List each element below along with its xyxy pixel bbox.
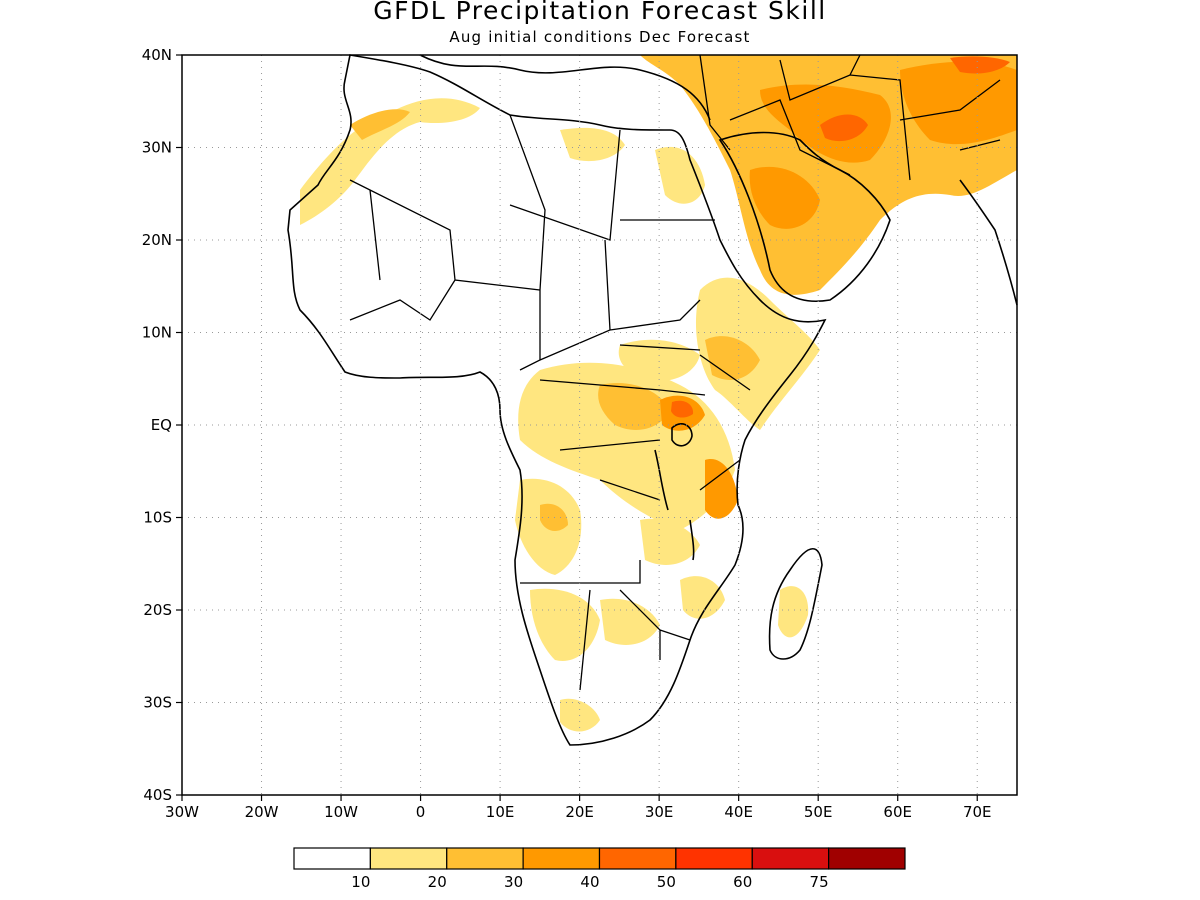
lat-tick-label: 30N (142, 139, 172, 157)
legend-break-label: 75 (810, 873, 829, 891)
lat-tick-label: 40S (143, 786, 172, 804)
lake-malawi (689, 519, 695, 561)
lon-tick-label: 10E (486, 803, 515, 821)
skill-patch-lakes (598, 382, 670, 430)
country-borders (349, 114, 751, 691)
india-coastline (959, 179, 1018, 306)
lat-tick-label: 40N (142, 46, 172, 64)
skill-patch-morocco (350, 109, 410, 140)
legend-swatch (369, 847, 448, 870)
skill-patch-tanzania (705, 459, 738, 519)
lat-tick-label: 20N (142, 231, 172, 249)
legend-swatch (598, 847, 677, 870)
map-subtitle: Aug initial conditions Dec Forecast (449, 28, 751, 46)
africa-coastline (287, 54, 827, 746)
skill-patch-victoria (671, 400, 694, 418)
lake-tanganyika (654, 449, 669, 511)
lat-tick-label: 30S (143, 694, 172, 712)
skill-patch-ethiopia (705, 336, 760, 380)
skill-patch-horn (695, 277, 820, 430)
legend-break-label: 60 (733, 873, 752, 891)
lon-tick-label: 30W (165, 803, 199, 821)
axis-ticks (176, 54, 978, 801)
legend-break-label: 10 (351, 873, 370, 891)
lake-victoria (671, 423, 693, 447)
skill-patch-central-asia (900, 61, 1017, 145)
legend-swatch (751, 847, 830, 870)
legend-break-label: 40 (580, 873, 599, 891)
map-title: GFDL Precipitation Forecast Skill (373, 0, 827, 25)
lon-tick-label: 50E (804, 803, 833, 821)
skill-patch-iran-core (820, 114, 868, 142)
legend-colorbar: 10 20 30 40 50 60 75 (293, 847, 906, 891)
skill-patch-namibia (530, 588, 600, 661)
asia-borders (699, 54, 1001, 181)
legend-swatch (828, 847, 906, 870)
skill-patch-egypt (655, 146, 705, 204)
lon-tick-label: 20E (565, 803, 594, 821)
europe-coastline (419, 54, 711, 121)
lat-tick-label: EQ (151, 416, 172, 434)
lat-tick-label: 20S (143, 601, 172, 619)
lon-tick-label: 70E (963, 803, 992, 821)
lon-tick-label: 0 (416, 803, 426, 821)
skill-shading (300, 55, 1017, 732)
lon-tick-label: 20W (245, 803, 279, 821)
madagascar-coastline (768, 548, 823, 660)
lat-tick-label: 10S (143, 509, 172, 527)
coastlines-and-borders (287, 54, 1018, 746)
legend-swatch (675, 847, 753, 870)
legend-swatch (522, 847, 601, 870)
lon-tick-label: 40E (724, 803, 753, 821)
legend-swatch (446, 847, 524, 870)
lon-tick-label: 10W (324, 803, 358, 821)
arabia-coastline (718, 131, 891, 302)
legend-break-label: 50 (657, 873, 676, 891)
legend-break-label: 30 (504, 873, 523, 891)
skill-patch-caspian (950, 56, 1010, 74)
lon-tick-label: 60E (883, 803, 912, 821)
lat-tick-label: 10N (142, 324, 172, 342)
legend-swatch (293, 847, 371, 870)
skill-patch-arabia (749, 166, 820, 229)
skill-patch-madagascar (778, 586, 809, 638)
skill-patch-mozambique (680, 576, 725, 619)
lon-tick-label: 30E (645, 803, 674, 821)
skill-patch-zambia (640, 518, 700, 565)
skill-patch-libya (560, 127, 625, 162)
legend-break-label: 20 (428, 873, 447, 891)
